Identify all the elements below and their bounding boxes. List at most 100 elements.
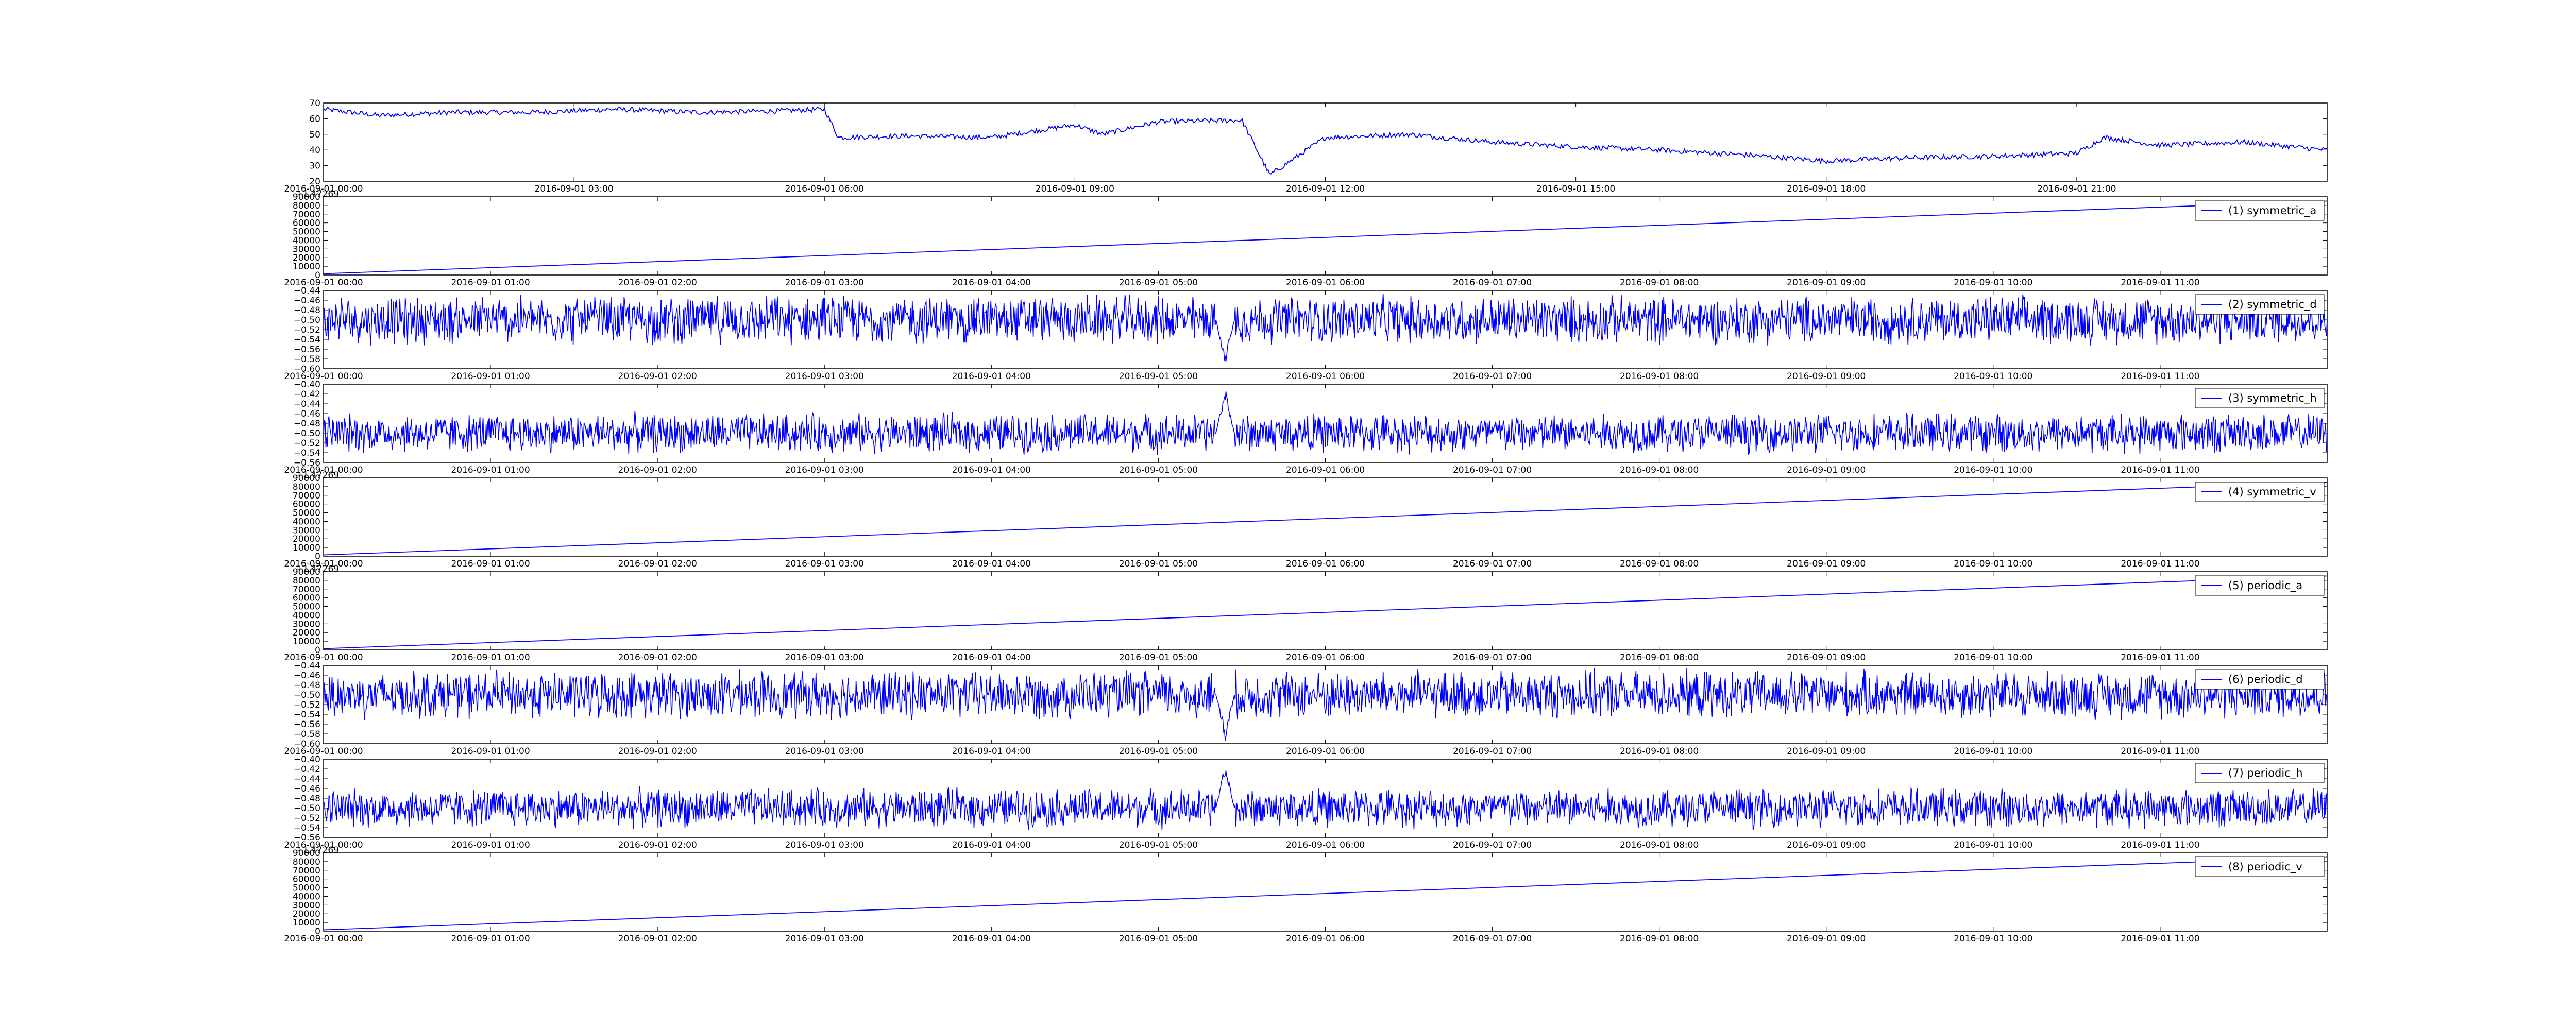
- x-tick-label: 2016-09-01 04:00: [952, 653, 1031, 663]
- x-tick-label: 2016-09-01 01:00: [451, 371, 530, 382]
- x-tick-label: 2016-09-01 05:00: [1119, 278, 1198, 288]
- y-tick-label: −0.50: [294, 803, 320, 814]
- x-tick-label: 2016-09-01 06:00: [1286, 746, 1365, 757]
- x-tick-label: 2016-09-01 08:00: [1620, 278, 1699, 288]
- x-tick-label: 2016-09-01 07:00: [1453, 746, 1532, 757]
- x-tick-label: 2016-09-01 05:00: [1119, 371, 1198, 382]
- y-tick-label: −0.42: [294, 764, 320, 775]
- y-tick-label: 80000: [293, 576, 320, 586]
- x-tick-label: 2016-09-01 00:00: [284, 371, 363, 382]
- x-tick-label: 2016-09-01 07:00: [1453, 278, 1532, 288]
- x-tick-label: 2016-09-01 15:00: [1536, 184, 1615, 194]
- x-tick-label: 2016-09-01 08:00: [1620, 465, 1699, 475]
- y-tick-label: −0.46: [294, 296, 320, 306]
- x-tick-label: 2016-09-01 05:00: [1119, 746, 1198, 757]
- x-tick-label: 2016-09-01 09:00: [1787, 746, 1866, 757]
- y-tick-label: −0.54: [294, 710, 320, 720]
- y-tick-label: 70000: [293, 585, 320, 595]
- panel-9: 0100002000030000400005000060000700008000…: [284, 848, 2328, 944]
- x-tick-label: 2016-09-01 11:00: [2121, 840, 2199, 850]
- x-tick-label: 2016-09-01 02:00: [618, 559, 697, 569]
- y-tick-label: −0.54: [294, 335, 320, 345]
- y-tick-label: 30000: [293, 525, 320, 536]
- x-tick-label: 2016-09-01 10:00: [1954, 934, 2032, 944]
- y-tick-label: 80000: [293, 482, 320, 492]
- x-tick-label: 2016-09-01 09:00: [1787, 559, 1866, 569]
- x-tick-label: 2016-09-01 08:00: [1620, 559, 1699, 569]
- y-tick-label: 90000: [293, 848, 320, 859]
- x-tick-label: 2016-09-01 06:00: [785, 184, 864, 194]
- panel-1: 20 30 40 50 60 70 2016-09-01 00:00 2016-09-01 0…: [284, 98, 2328, 199]
- y-tick-label: −0.48: [294, 305, 320, 316]
- y-tick-label: 70000: [293, 491, 320, 501]
- x-tick-label: 2016-09-01 07:00: [1453, 934, 1532, 944]
- x-tick-label: 2016-09-01 07:00: [1453, 559, 1532, 569]
- y-tick-label: 70000: [293, 210, 320, 220]
- y-tick-label: −0.56: [294, 719, 320, 730]
- x-tick-label: 2016-09-01 09:00: [1787, 653, 1866, 663]
- y-tick-label: 60000: [293, 500, 320, 510]
- x-tick-label: 2016-09-01 06:00: [1286, 840, 1365, 850]
- y-tick-label: −0.52: [294, 325, 320, 335]
- y-tick-label: 10000: [293, 262, 320, 272]
- x-tick-label: 2016-09-01 11:00: [2121, 465, 2199, 475]
- x-tick-label: 2016-09-01 01:00: [451, 653, 530, 663]
- legend-box: [2195, 482, 2325, 502]
- x-tick-label: 2016-09-01 11:00: [2121, 371, 2199, 382]
- x-tick-label: 2016-09-01 08:00: [1620, 653, 1699, 663]
- x-tick-label: 2016-09-01 02:00: [618, 934, 697, 944]
- y-tick-label: 10000: [293, 543, 320, 553]
- y-tick-label: 60: [309, 114, 320, 124]
- y-tick-label: −0.48: [294, 680, 320, 691]
- y-tick-label: −0.52: [294, 700, 320, 710]
- y-tick-label: −0.58: [294, 729, 320, 740]
- x-tick-label: 2016-09-01 04:00: [952, 278, 1031, 288]
- series-line-6-1: [323, 575, 2328, 649]
- legend-label: (3) symmetric_h: [2228, 392, 2317, 405]
- x-tick-label: 2016-09-01 07:00: [1453, 371, 1532, 382]
- x-tick-label: 2016-09-01 05:00: [1119, 465, 1198, 475]
- panel-2: 0100002000030000400005000060000700008000…: [284, 192, 2328, 288]
- panel-3: −0.60−0.58−0.56−0.54−0.52−0.50−0.48−0.46…: [284, 286, 2328, 382]
- x-tick-label: 2016-09-01 00:00: [284, 840, 363, 850]
- y-tick-label: −0.52: [294, 813, 320, 823]
- x-tick-label: 2016-09-01 07:00: [1453, 465, 1532, 475]
- x-tick-label: 2016-09-01 01:00: [451, 559, 530, 569]
- legend-label: (7) periodic_h: [2228, 767, 2303, 780]
- series-line-5-1: [323, 482, 2328, 556]
- y-tick-label: 20000: [293, 253, 320, 263]
- x-tick-label: 2016-09-01 01:00: [451, 840, 530, 850]
- series-line-3-1: [323, 294, 2328, 362]
- x-tick-label: 2016-09-01 00:00: [284, 465, 363, 475]
- x-tick-label: 2016-09-01 06:00: [1286, 559, 1365, 569]
- panel-8: −0.56−0.54−0.52−0.50−0.48−0.46−0.44−0.42…: [284, 754, 2328, 855]
- panel-frame: [323, 665, 2328, 744]
- x-tick-label: 2016-09-01 00:00: [284, 278, 363, 288]
- x-tick-label: 2016-09-01 08:00: [1620, 840, 1699, 850]
- panel-frame: [323, 384, 2328, 463]
- y-tick-label: 30000: [293, 900, 320, 911]
- y-tick-label: 40000: [293, 891, 320, 902]
- y-tick-label: 20000: [293, 909, 320, 919]
- x-tick-label: 2016-09-01 03:00: [785, 278, 864, 288]
- y-tick-label: 0: [315, 926, 320, 937]
- series-line-7-1: [323, 668, 2328, 741]
- x-tick-label: 2016-09-01 02:00: [618, 465, 697, 475]
- y-tick-label: −0.54: [294, 823, 320, 833]
- x-tick-label: 2016-09-01 03:00: [785, 840, 864, 850]
- x-tick-label: 2016-09-01 06:00: [1286, 934, 1365, 944]
- y-tick-label: −0.56: [294, 345, 320, 355]
- legend-label: (4) symmetric_v: [2228, 486, 2316, 499]
- x-tick-label: 2016-09-01 06:00: [1286, 278, 1365, 288]
- panel-5: 0100002000030000400005000060000700008000…: [284, 473, 2328, 574]
- y-tick-label: −0.56: [294, 458, 320, 468]
- y-tick-label: −0.52: [294, 438, 320, 449]
- panel-frame: [323, 102, 2328, 182]
- x-tick-label: 2016-09-01 03:00: [785, 653, 864, 663]
- y-tick-label: −0.56: [294, 833, 320, 843]
- y-tick-label: −0.48: [294, 794, 320, 804]
- x-tick-label: 2016-09-01 11:00: [2121, 559, 2199, 569]
- y-tick-label: 60000: [293, 593, 320, 604]
- x-tick-label: 2016-09-01 08:00: [1620, 371, 1699, 382]
